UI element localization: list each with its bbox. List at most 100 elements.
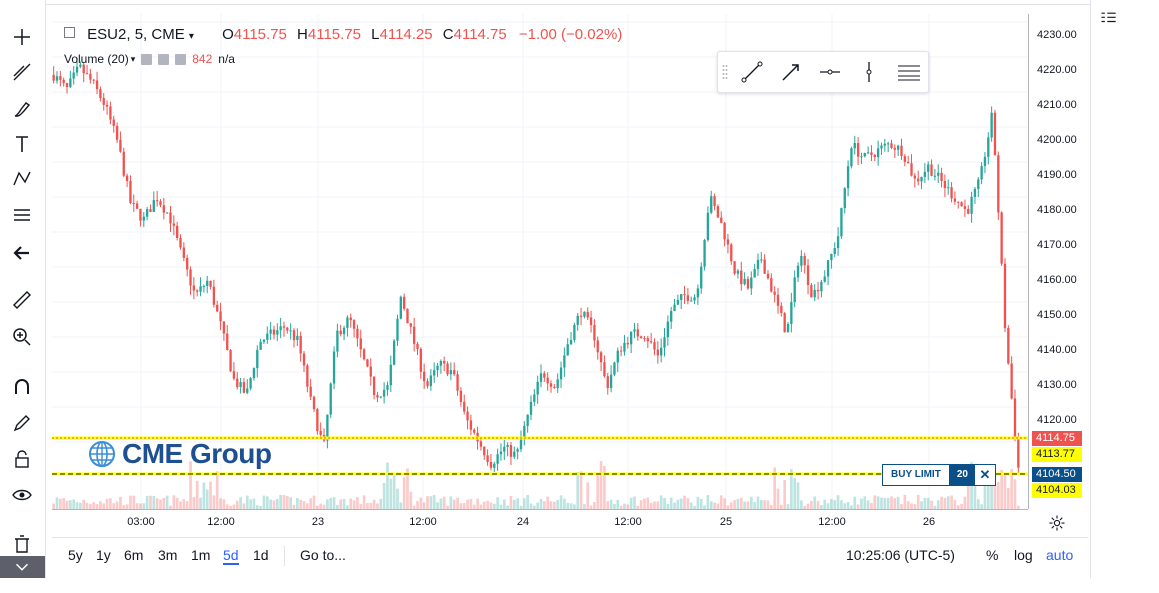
time-axis[interactable]: 03:00 12:00 23 12:00 24 12:00 25 12:00 26 — [52, 509, 1028, 536]
price-axis[interactable]: 4230.00 4220.00 4210.00 4200.00 4190.00 4180.… — [1028, 14, 1089, 509]
collapse-legend-icon[interactable] — [64, 27, 75, 38]
candle-body — [366, 359, 369, 367]
eye-icon[interactable] — [4, 480, 40, 510]
volume-bar — [119, 496, 122, 509]
volume-bar — [856, 504, 860, 509]
drag-handle-icon[interactable] — [722, 64, 728, 80]
candle-body — [616, 350, 619, 363]
candle-body — [813, 289, 816, 298]
candle-body — [392, 340, 396, 365]
volume-bar — [289, 497, 292, 509]
trend-line-icon[interactable] — [738, 58, 766, 86]
volume-bar — [472, 504, 476, 509]
go-to-button[interactable]: Go to... — [300, 547, 346, 563]
volume-bar — [212, 495, 216, 509]
volume-bar — [749, 496, 753, 509]
top-toolbar-edge — [46, 0, 1090, 5]
volume-bar — [860, 498, 863, 509]
object-tree-icon[interactable] — [1099, 9, 1119, 29]
brush-icon[interactable] — [4, 94, 40, 124]
price-label: 4113.77 — [1032, 447, 1082, 462]
volume-bar — [946, 496, 950, 509]
eye-icon[interactable] — [141, 53, 153, 65]
gear-icon[interactable] — [158, 53, 170, 65]
candle-body — [359, 338, 362, 350]
volume-bar — [189, 461, 192, 509]
horizontal-line-icon[interactable] — [816, 58, 844, 86]
vertical-line-icon[interactable] — [855, 58, 883, 86]
volume-bar — [262, 495, 266, 509]
volume-bar — [432, 495, 436, 509]
trash-icon[interactable] — [4, 529, 40, 559]
range-1m[interactable]: 1m — [191, 547, 211, 563]
range-1d[interactable]: 1d — [253, 547, 269, 563]
candle-body — [443, 360, 446, 364]
candle-body — [609, 374, 613, 389]
candle-body — [796, 265, 800, 278]
candle-body — [112, 119, 115, 126]
volume-label[interactable]: Volume (20) — [64, 52, 129, 66]
symbol-label[interactable]: ESU2, 5, CME — [87, 26, 185, 43]
chevron-down-icon[interactable]: ▾ — [188, 31, 194, 42]
collapse-toolbar-button[interactable] — [0, 556, 45, 578]
volume-bar — [890, 496, 893, 509]
volume-bar — [636, 505, 640, 509]
zoom-icon[interactable] — [4, 322, 40, 352]
range-3m[interactable]: 3m — [158, 547, 178, 563]
ruler-icon[interactable] — [4, 285, 40, 315]
candle-body — [439, 360, 443, 366]
range-1y[interactable]: 1y — [96, 547, 111, 563]
volume-bar — [990, 483, 993, 509]
buy-limit-order[interactable]: BUY LIMIT 20 ✕ — [882, 464, 996, 486]
range-5d[interactable]: 5d — [223, 547, 239, 565]
close-icon[interactable] — [175, 53, 187, 65]
candle-body — [753, 268, 756, 278]
lock-pencil-icon[interactable] — [4, 408, 40, 438]
volume-bar — [920, 501, 923, 509]
candle-body — [639, 336, 643, 339]
arrow-line-icon[interactable] — [777, 58, 805, 86]
candle-body — [312, 396, 316, 410]
candle-body — [306, 365, 309, 387]
time-tick: 23 — [311, 516, 325, 528]
back-arrow-icon[interactable] — [4, 238, 40, 268]
gear-icon[interactable] — [1048, 514, 1066, 537]
volume-bar — [689, 502, 693, 509]
volume-bar — [739, 497, 743, 509]
prediction-icon[interactable] — [4, 200, 40, 230]
auto-toggle[interactable]: auto — [1046, 547, 1074, 563]
candle-body — [332, 351, 336, 384]
percent-toggle[interactable]: % — [986, 547, 999, 563]
candle-body — [746, 278, 750, 289]
candle-body — [569, 339, 573, 345]
volume-bar — [222, 499, 226, 509]
price-chart[interactable] — [52, 14, 1028, 509]
clock[interactable]: 10:25:06 (UTC-5) — [846, 547, 955, 563]
time-tick: 12:00 — [818, 516, 846, 528]
volume-bar — [886, 497, 890, 509]
volume-bar — [399, 502, 403, 509]
candle-body — [920, 176, 923, 182]
volume-bar — [162, 497, 166, 509]
volume-bar — [429, 496, 433, 509]
chevron-down-icon[interactable]: ▾ — [130, 53, 136, 64]
log-toggle[interactable]: log — [1014, 547, 1033, 563]
range-5y[interactable]: 5y — [68, 547, 83, 563]
crosshair-icon[interactable] — [4, 22, 40, 52]
magnet-icon[interactable] — [4, 372, 40, 402]
volume-bar — [1016, 505, 1020, 509]
pattern-icon[interactable] — [4, 164, 40, 194]
lock-icon[interactable] — [4, 444, 40, 474]
order-label[interactable]: BUY LIMIT — [883, 465, 950, 485]
candle-body — [816, 289, 820, 292]
volume-bar — [329, 497, 333, 509]
close-icon[interactable]: ✕ — [979, 467, 991, 482]
trendline-icon[interactable] — [4, 57, 40, 87]
candle-body — [382, 389, 386, 397]
parallel-channel-icon[interactable] — [894, 58, 922, 86]
volume-bar — [412, 505, 416, 509]
range-6m[interactable]: 6m — [124, 547, 144, 563]
text-icon[interactable] — [4, 129, 40, 159]
volume-bar — [299, 499, 303, 509]
order-qty[interactable]: 20 — [949, 465, 975, 485]
